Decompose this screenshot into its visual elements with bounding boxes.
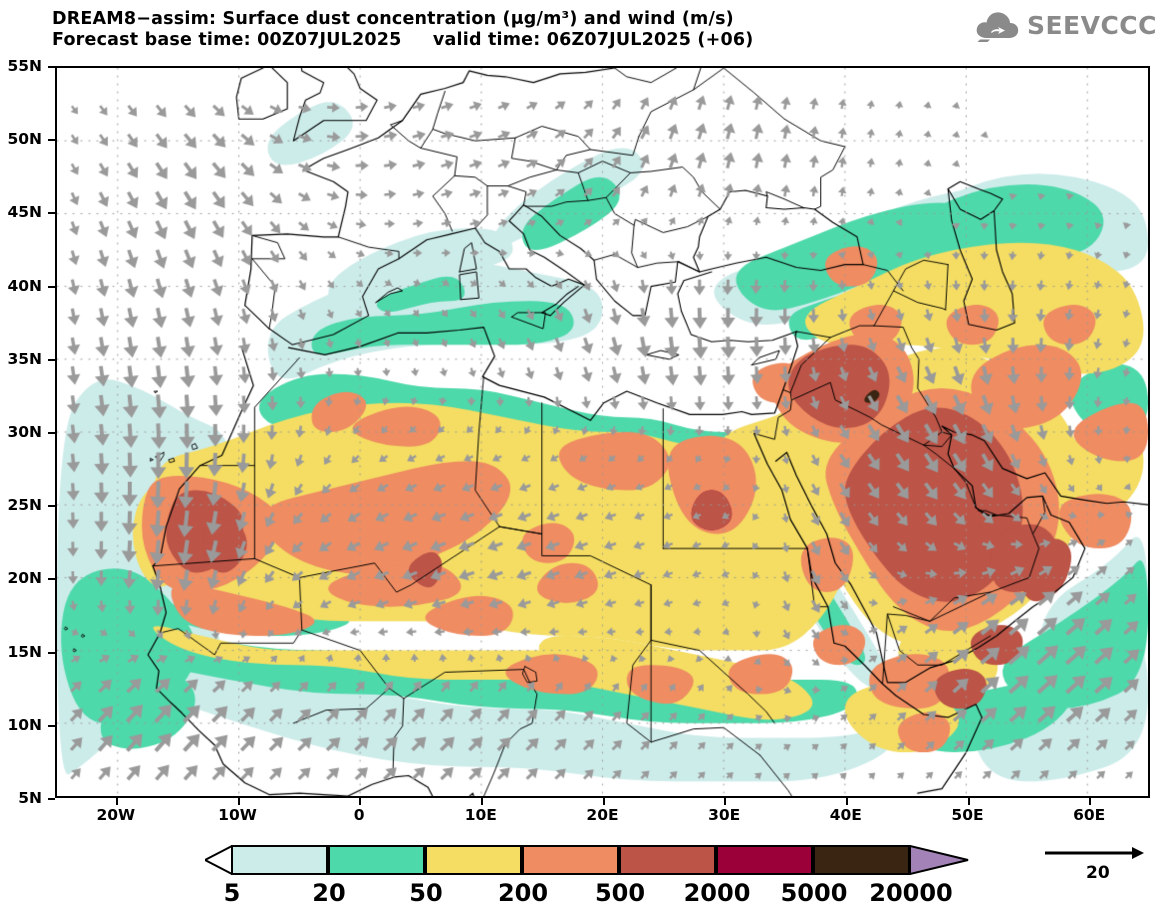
cloud-shape xyxy=(976,12,1019,38)
chart-title: DREAM8−assim: Surface dust concentration… xyxy=(52,9,734,29)
colorbar-under-arrow-outline xyxy=(205,845,233,875)
lat-tick-mark xyxy=(48,212,55,215)
header: DREAM8−assim: Surface dust concentration… xyxy=(0,0,1165,60)
lat-tick-15N: 15N xyxy=(7,642,42,661)
lat-tick-30N: 30N xyxy=(7,423,42,441)
lat-tick-mark xyxy=(48,724,55,727)
colorbar-label-2000: 2000 xyxy=(683,879,751,907)
lon-tick-10W: 10W xyxy=(218,806,257,824)
lat-tick-mark xyxy=(48,358,55,361)
lat-tick-20N: 20N xyxy=(7,569,42,588)
lon-tick-30E: 30E xyxy=(708,806,741,824)
lon-tick-mark xyxy=(359,798,362,805)
colorbar-label-50: 50 xyxy=(409,879,443,907)
chart-subtitle: Forecast base time: 00Z07JUL2025 valid t… xyxy=(52,30,754,50)
lon-tick-10E: 10E xyxy=(464,806,497,824)
lon-tick-mark xyxy=(237,798,240,805)
lon-tick-40E: 40E xyxy=(829,806,862,824)
lon-tick-mark xyxy=(967,798,970,805)
colorbar-label-500: 500 xyxy=(594,879,646,907)
colorbar-band-4 xyxy=(619,845,716,875)
lon-tick-20E: 20E xyxy=(586,806,619,824)
cloud-dash1 xyxy=(977,39,990,42)
colorbar-band-0 xyxy=(231,845,328,875)
lat-tick-mark xyxy=(48,66,55,68)
lon-tick-mark xyxy=(480,798,483,805)
lon-tick-mark xyxy=(1089,798,1092,805)
lat-tick-25N: 25N xyxy=(7,496,42,515)
lat-tick-mark xyxy=(48,578,55,581)
lat-tick-mark xyxy=(48,651,55,654)
colorbar-band-1 xyxy=(328,845,425,875)
cloud-icon xyxy=(976,12,1019,42)
colorbar-label-200: 200 xyxy=(497,879,549,907)
lat-tick-mark xyxy=(48,285,55,288)
colorbar-label-5: 5 xyxy=(223,879,241,907)
lon-tick-mark xyxy=(845,798,848,805)
logo-text: SEEVCCC xyxy=(1026,10,1157,40)
colorbar-band-2 xyxy=(425,845,522,875)
lat-tick-5N: 5N xyxy=(18,789,42,807)
colorbar-band-3 xyxy=(522,845,619,875)
lat-tick-mark xyxy=(48,505,55,508)
lat-tick-mark xyxy=(48,139,55,142)
lon-tick-mark xyxy=(724,798,727,805)
lon-tick-50E: 50E xyxy=(951,806,984,824)
colorbar-legend: 5 20 50 200 500 2000 5000 20000 xyxy=(0,840,1165,907)
lat-tick-45N: 45N xyxy=(7,203,42,222)
lat-tick-mark xyxy=(48,798,55,800)
colorbar-band-6 xyxy=(813,845,910,875)
lat-tick-50N: 50N xyxy=(7,130,42,149)
wind-scale-reference: 20 xyxy=(1040,845,1150,890)
lon-tick-60E: 60E xyxy=(1073,806,1106,824)
lat-tick-10N: 10N xyxy=(7,715,42,734)
wind-scale-label: 20 xyxy=(1086,863,1110,883)
colorbar-over-arrow xyxy=(910,845,969,875)
wind-arrow-icon xyxy=(1045,847,1144,859)
colorbar-band-5 xyxy=(716,845,813,875)
seevccc-logo: SEEVCCC xyxy=(974,8,1157,42)
colorbar-label-5000: 5000 xyxy=(780,879,848,907)
dust-concentration-map xyxy=(57,68,1148,796)
lat-tick-55N: 55N xyxy=(7,57,42,75)
lon-tick-0: 0 xyxy=(353,806,365,824)
lon-tick-mark xyxy=(602,798,605,805)
lat-tick-40N: 40N xyxy=(7,276,42,295)
lon-tick-20W: 20W xyxy=(96,806,136,824)
lat-tick-35N: 35N xyxy=(7,349,42,368)
lon-tick-mark xyxy=(115,798,118,805)
map-plot-area xyxy=(55,66,1150,798)
lat-tick-mark xyxy=(48,432,55,434)
title-block: DREAM8−assim: Surface dust concentration… xyxy=(52,9,753,51)
colorbar-label-20: 20 xyxy=(312,879,346,907)
colorbar-label-20000: 20000 xyxy=(869,879,953,907)
cloud-swirl xyxy=(990,27,1005,34)
